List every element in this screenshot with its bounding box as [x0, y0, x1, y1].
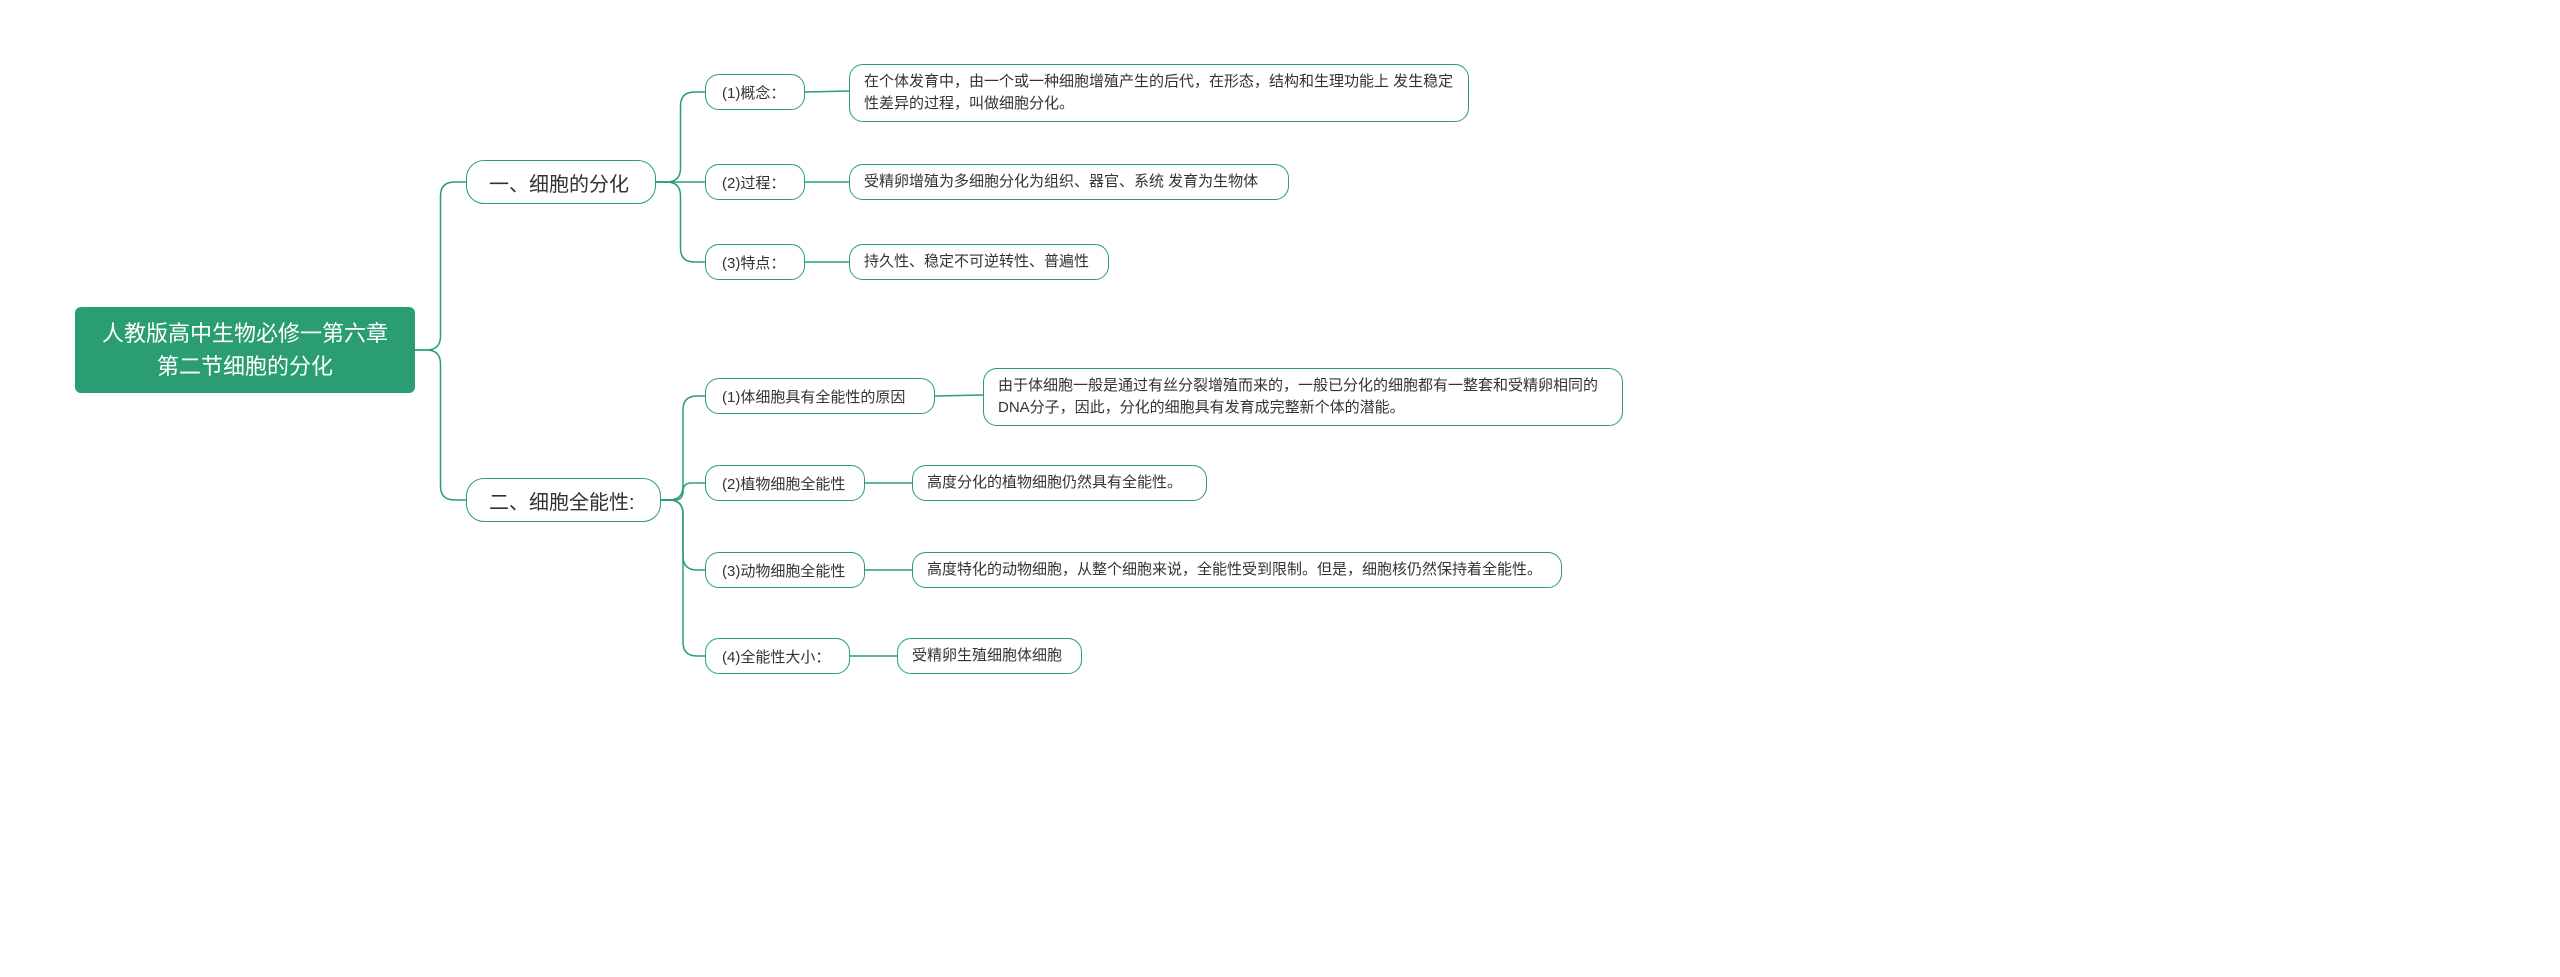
leaf-text: 高度分化的植物细胞仍然具有全能性。: [927, 472, 1182, 494]
sub-label: (3)动物细胞全能性: [722, 560, 845, 581]
root-node: 人教版高中生物必修一第六章 第二节细胞的分化: [75, 307, 415, 393]
root-line2: 第二节细胞的分化: [157, 354, 333, 379]
leaf-node: 持久性、稳定不可逆转性、普遍性: [849, 244, 1109, 280]
branch-label: 二、细胞全能性:: [489, 486, 635, 515]
sub-node: (1)体细胞具有全能性的原因: [705, 378, 935, 414]
root-line1: 人教版高中生物必修一第六章: [102, 321, 388, 346]
leaf-text: 高度特化的动物细胞，从整个细胞来说，全能性受到限制。但是，细胞核仍然保持着全能性…: [927, 559, 1542, 581]
connector-layer: [0, 0, 2560, 977]
sub-node: (3)特点：: [705, 244, 805, 280]
branch-node: 二、细胞全能性:: [466, 478, 661, 522]
leaf-text: 持久性、稳定不可逆转性、普遍性: [864, 251, 1089, 273]
sub-node: (4)全能性大小：: [705, 638, 850, 674]
branch-label: 一、细胞的分化: [489, 168, 629, 197]
sub-label: (1)概念：: [722, 82, 785, 103]
sub-node: (1)概念：: [705, 74, 805, 110]
sub-node: (3)动物细胞全能性: [705, 552, 865, 588]
leaf-node: 受精卵生殖细胞体细胞: [897, 638, 1082, 674]
leaf-text: 在个体发育中，由一个或一种细胞增殖产生的后代，在形态，结构和生理功能上 发生稳定…: [864, 71, 1454, 115]
leaf-text: 由于体细胞一般是通过有丝分裂增殖而来的，一般已分化的细胞都有一整套和受精卵相同的…: [998, 375, 1608, 419]
sub-label: (2)过程：: [722, 172, 785, 193]
leaf-node: 在个体发育中，由一个或一种细胞增殖产生的后代，在形态，结构和生理功能上 发生稳定…: [849, 64, 1469, 122]
leaf-text: 受精卵生殖细胞体细胞: [912, 645, 1062, 667]
sub-label: (3)特点：: [722, 252, 785, 273]
sub-node: (2)过程：: [705, 164, 805, 200]
leaf-text: 受精卵增殖为多细胞分化为组织、器官、系统 发育为生物体: [864, 171, 1258, 193]
leaf-node: 高度特化的动物细胞，从整个细胞来说，全能性受到限制。但是，细胞核仍然保持着全能性…: [912, 552, 1562, 588]
sub-label: (4)全能性大小：: [722, 646, 830, 667]
branch-node: 一、细胞的分化: [466, 160, 656, 204]
sub-label: (1)体细胞具有全能性的原因: [722, 386, 905, 407]
leaf-node: 高度分化的植物细胞仍然具有全能性。: [912, 465, 1207, 501]
leaf-node: 受精卵增殖为多细胞分化为组织、器官、系统 发育为生物体: [849, 164, 1289, 200]
sub-node: (2)植物细胞全能性: [705, 465, 865, 501]
sub-label: (2)植物细胞全能性: [722, 473, 845, 494]
leaf-node: 由于体细胞一般是通过有丝分裂增殖而来的，一般已分化的细胞都有一整套和受精卵相同的…: [983, 368, 1623, 426]
